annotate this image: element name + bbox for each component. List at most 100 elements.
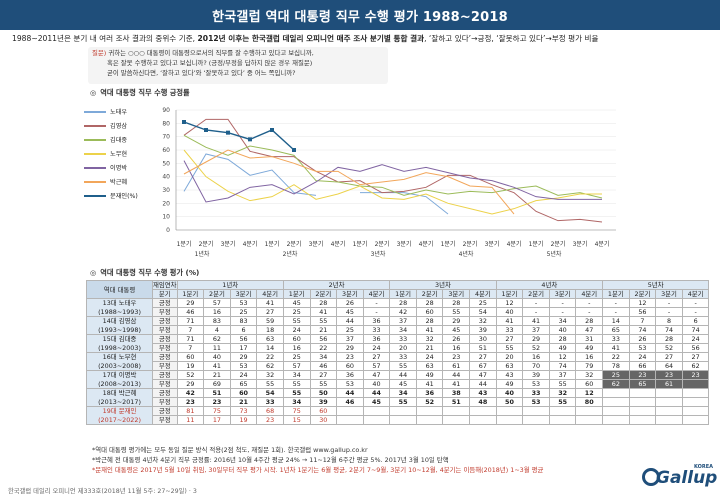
x-tick-label: 1분기 — [265, 240, 280, 248]
value-cell: 44 — [336, 388, 364, 398]
table-year-header: 5년차 — [602, 280, 710, 290]
value-cell — [495, 415, 524, 425]
note-1: *역대 대통령 평가에는 모두 동일 질문 방식 적용(2점 척도, 재질문 1… — [92, 446, 368, 454]
value-cell: 21 — [415, 343, 444, 353]
table-quarter-header: 3분기 — [655, 289, 683, 299]
value-cell: 55 — [495, 343, 524, 353]
legend-swatch — [84, 167, 106, 169]
value-cell — [469, 415, 497, 425]
type-negative: 부정 — [152, 343, 178, 353]
table-year-header: 2년차 — [282, 280, 391, 290]
value-cell: 65 — [602, 325, 630, 335]
table-quarter-header: 3분기 — [548, 289, 577, 299]
legend-label: 노무현 — [110, 151, 128, 158]
value-cell — [602, 415, 630, 425]
value-cell — [681, 397, 710, 407]
value-cell — [336, 406, 364, 416]
bullet-icon: ◎ — [90, 268, 97, 277]
legend-item: 노무현 — [84, 148, 156, 159]
type-positive: 긍정 — [152, 298, 178, 308]
value-cell: 47 — [575, 325, 604, 335]
legend-item: 박근혜 — [84, 176, 156, 187]
value-cell: 24 — [229, 370, 258, 380]
value-cell: 79 — [575, 361, 604, 371]
value-cell: 29 — [176, 298, 205, 308]
page-title: 한국갤럽 역대 대통령 직무 수행 평가 1988~2018 — [212, 9, 508, 25]
question-line-1: 질문) 귀하는 ○○○ 대통령이 대통령으로서의 직무를 잘 수행하고 있다고 … — [92, 49, 314, 57]
value-cell: 28 — [415, 298, 444, 308]
value-cell: - — [362, 307, 391, 317]
value-cell: 23 — [655, 370, 683, 380]
value-cell: 52 — [176, 370, 205, 380]
subtitle-part2: 2012년 이후는 한국갤럽 데일리 오피니언 매주 조사 분기별 통합 결과 — [197, 34, 425, 43]
value-cell — [575, 415, 604, 425]
legend-swatch — [84, 111, 106, 113]
value-cell: 49 — [575, 343, 604, 353]
value-cell: - — [575, 307, 604, 317]
value-cell: 23 — [176, 397, 205, 407]
value-cell: 63 — [495, 361, 524, 371]
note-2: *박근혜 전 대통령 4년차 4분기 직무 긍정률: 2016년 10월 4주간… — [92, 456, 449, 464]
value-cell: 55 — [282, 388, 311, 398]
value-cell: 55 — [309, 316, 338, 326]
series-line-6 — [183, 121, 295, 151]
value-cell: 33 — [389, 352, 417, 362]
value-cell: 29 — [522, 334, 550, 344]
table-quarter-header: 2분기 — [522, 289, 550, 299]
legend-item: 노태우 — [84, 106, 156, 117]
legend-item: 김대중 — [84, 134, 156, 145]
y-tick-label: 10 — [162, 214, 170, 221]
table-quarter-header: 3분기 — [336, 289, 364, 299]
legend-label: 문재인(%) — [110, 193, 138, 200]
value-cell: 62 — [203, 334, 231, 344]
value-cell: 37 — [336, 334, 364, 344]
table-year-header: 1년차 — [176, 280, 284, 290]
value-cell: 46 — [309, 361, 338, 371]
value-cell: 39 — [469, 325, 497, 335]
question-box: 질문) 귀하는 ○○○ 대통령이 대통령으로서의 직무를 잘 수행하고 있다고 … — [88, 47, 388, 84]
legend-label: 김대중 — [110, 137, 128, 144]
value-cell: 63 — [415, 361, 444, 371]
value-cell: 59 — [256, 316, 284, 326]
value-cell: 44 — [336, 316, 364, 326]
value-cell: 28 — [548, 334, 577, 344]
value-cell: 23 — [442, 352, 471, 362]
value-cell: 56 — [309, 334, 338, 344]
value-cell — [389, 406, 417, 416]
president-term: (2017~2022) — [98, 415, 141, 424]
value-cell: 33 — [389, 334, 417, 344]
value-cell: 41 — [442, 379, 471, 389]
value-cell: 51 — [442, 397, 471, 407]
value-cell: 25 — [336, 325, 364, 335]
value-cell: 42 — [176, 388, 205, 398]
value-cell: 55 — [389, 397, 417, 407]
table-row: 15대 김대중 (1998~2003) 긍정 71 62 56 63 60 56 37 36 33 32… — [86, 334, 710, 353]
table-header-quarters: 분기 1분기 2분기 3분기 4분기 1분기 2분기 3분기 4분기 1분기 2분기 3분기 4분기 1분… — [87, 289, 710, 299]
value-cell: 49 — [495, 379, 524, 389]
president-name-cell: 16대 노무현 (2003~2008) — [86, 352, 153, 371]
value-cell: 34 — [282, 370, 311, 380]
value-cell: 11 — [203, 343, 231, 353]
y-tick-label: 60 — [162, 147, 170, 154]
value-cell: 27 — [495, 334, 524, 344]
value-cell: - — [575, 298, 604, 308]
value-cell: 61 — [442, 361, 471, 371]
legend-item: 문재인(%) — [84, 190, 156, 201]
type-positive: 긍정 — [152, 334, 178, 344]
x-tick-label: 3분기 — [221, 240, 236, 248]
value-cell: 12 — [575, 388, 604, 398]
value-cell: 52 — [415, 397, 444, 407]
x-tick-label: 2분기 — [199, 240, 214, 248]
value-cell: 44 — [442, 370, 471, 380]
section-title-chart-text: 역대 대통령 직무 수행 긍정률 — [100, 88, 190, 97]
value-cell — [681, 388, 710, 398]
value-cell: 74 — [681, 325, 710, 335]
y-tick-label: 0 — [166, 227, 170, 234]
question-text-1: 귀하는 ○○○ 대통령이 대통령으로서의 직무를 잘 수행하고 있다고 보십니까… — [108, 49, 314, 57]
x-tick-label: 3분기 — [485, 240, 500, 248]
value-cell: 27 — [362, 352, 391, 362]
moon-point — [248, 137, 252, 142]
president-term: (1998~2003) — [98, 343, 141, 352]
value-cell — [522, 415, 550, 425]
table-year-header: 3년차 — [389, 280, 497, 290]
